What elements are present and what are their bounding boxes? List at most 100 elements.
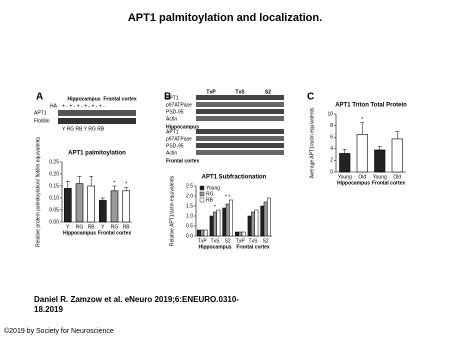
y-axis-label: Relative APT1/actin equivalents — [169, 175, 175, 246]
y-tick-label: 6 — [330, 135, 333, 141]
x-tick-label: Old — [393, 174, 401, 180]
blot-fraction: TxS — [235, 89, 245, 95]
blot-row: Flotillin — [34, 118, 50, 124]
blot-band — [196, 136, 284, 141]
y-axis-label: Average APT1/actin equivalents — [309, 107, 315, 178]
significance: * — [214, 204, 216, 210]
legend-label: RB — [206, 197, 214, 203]
blot-band — [196, 102, 284, 107]
blot-band — [196, 129, 284, 134]
blot-row: PSD-95 — [166, 109, 184, 115]
blot-band — [196, 143, 284, 148]
bar — [213, 211, 217, 237]
x-tick-label: RG — [111, 224, 119, 230]
blot-band — [58, 110, 136, 116]
figure-title: APT1 palmitoylation and localization. — [128, 12, 322, 24]
y-tick-label: 1.5 — [186, 203, 193, 209]
blot-row: APT1 — [166, 129, 179, 135]
y-tick-label: 0.00 — [49, 219, 59, 225]
legend-label: RG — [206, 191, 214, 197]
chart-title: APT1 Triton Total Protein — [335, 103, 407, 109]
panel-label: B — [164, 92, 171, 103]
group-label: Hippocampus — [198, 244, 231, 250]
blot-row: Actin — [166, 116, 177, 122]
y-tick-label: 2.5 — [186, 183, 193, 189]
bar — [238, 231, 243, 237]
blot-row: APT1 — [166, 95, 179, 101]
bar — [374, 149, 386, 173]
y-tick-label: 10 — [327, 111, 333, 117]
blot-fraction: TxP — [206, 89, 216, 95]
x-tick-label: S2 — [263, 238, 269, 244]
panel-label: C — [307, 92, 314, 103]
y-tick-label: 0.05 — [49, 207, 59, 213]
blot-row: p97ATPase — [166, 102, 192, 108]
charts: APT1 palmitoylation Relative protein palm… — [35, 103, 407, 251]
blot-ha-row: + - + - + - + - + - + - — [62, 103, 105, 109]
bar — [197, 229, 201, 237]
x-tick-label: Y — [101, 224, 105, 230]
bar — [200, 229, 205, 237]
x-tick-label: Y — [66, 224, 70, 230]
y-tick-label: 0 — [330, 169, 333, 175]
blot-band — [196, 109, 284, 114]
blot-region: Hippocampus — [67, 96, 100, 102]
blot-band — [58, 118, 136, 124]
y-axis-label: Relative protein palmitoylation/ flotill… — [35, 136, 41, 247]
legend-swatch — [199, 191, 205, 197]
significance: * — [114, 180, 116, 186]
y-tick-label: 0.5 — [186, 223, 193, 229]
y-tick-label: 2 — [330, 158, 333, 164]
bar — [339, 153, 351, 173]
copyright: ©2019 by Society for Neuroscience — [4, 327, 114, 335]
x-tick-label: TxP — [198, 238, 208, 244]
x-tick-label: S2 — [225, 238, 231, 244]
x-tick-label: RB — [123, 224, 131, 230]
group-label: Frontal cortex — [372, 180, 406, 186]
bar — [87, 185, 95, 223]
bar — [247, 215, 252, 237]
bar — [251, 211, 255, 237]
x-tick-label: TxS — [211, 238, 221, 244]
x-tick-label: TxS — [249, 238, 259, 244]
blot-band — [196, 116, 284, 121]
bar — [209, 215, 214, 237]
bar — [216, 209, 221, 237]
bar — [260, 205, 265, 237]
bar — [391, 138, 403, 173]
bar — [99, 200, 107, 223]
y-tick-label: 0.10 — [49, 195, 59, 201]
chart-title: APT1 Subfractionation — [202, 175, 267, 181]
bar — [235, 231, 239, 237]
y-tick-label: 1.0 — [186, 213, 193, 219]
y-tick-label: 4 — [330, 146, 333, 152]
x-tick-label: RB — [88, 224, 96, 230]
blot-region: Hippocampus — [166, 124, 199, 130]
blot-b: APT1p97ATPasePSD-95ActinHippocampusAPT1p… — [166, 95, 284, 164]
x-tick-label: TxP — [236, 238, 246, 244]
significance: * — [361, 117, 363, 123]
citation: 18.2019 — [34, 305, 63, 314]
bar — [241, 231, 246, 237]
bar — [222, 207, 227, 237]
x-tick-label: RG — [76, 224, 84, 230]
bar — [229, 199, 233, 237]
y-tick-label: 8 — [330, 123, 333, 129]
bar — [263, 201, 268, 237]
bar — [267, 197, 271, 237]
significance: * * — [225, 194, 230, 200]
x-tick-label: Young — [373, 174, 387, 180]
blot-band — [196, 150, 284, 155]
bar — [225, 203, 230, 237]
bar — [75, 183, 84, 223]
x-tick-label: Young — [338, 174, 352, 180]
blot-row: Actin — [166, 150, 177, 156]
y-tick-label: 2.0 — [186, 193, 193, 199]
blot-row: PSD-95 — [166, 143, 184, 149]
chart-title: APT1 palmitoylation — [68, 151, 126, 157]
panel-label: A — [36, 92, 43, 103]
blot-fraction: S2 — [265, 89, 271, 95]
blot-ha: HA — [50, 103, 58, 109]
blot-band — [196, 95, 284, 100]
significance: * — [125, 182, 127, 188]
